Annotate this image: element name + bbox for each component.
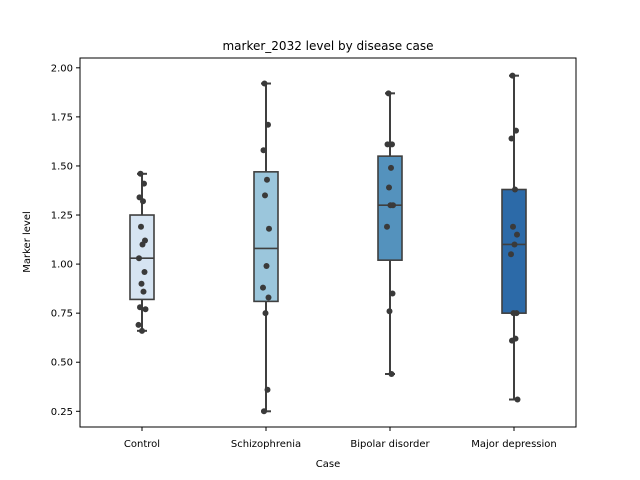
- data-point: [265, 121, 271, 128]
- y-tick-label: 1.50: [51, 161, 73, 172]
- data-point: [141, 180, 147, 187]
- y-tick-label: 1.00: [51, 260, 73, 271]
- box-iqr: [253, 171, 279, 303]
- data-point: [508, 251, 514, 258]
- y-tick-label: 1.75: [51, 112, 73, 123]
- box-iqr: [501, 188, 527, 314]
- x-tick-label: Bipolar disorder: [350, 439, 430, 450]
- y-tick-label: 0.50: [51, 358, 73, 369]
- data-point: [265, 294, 272, 301]
- data-point: [388, 371, 395, 378]
- data-point: [509, 72, 516, 79]
- data-point: [135, 321, 142, 328]
- y-tick-label: 2.00: [51, 63, 73, 74]
- data-point: [514, 396, 521, 403]
- data-point: [136, 194, 143, 201]
- x-tick-label: Schizophrenia: [231, 439, 301, 450]
- data-point: [138, 223, 144, 230]
- x-axis-title: Case: [316, 459, 340, 470]
- plot-area: 0.25 0.50 0.75 1.00 1.25 1.50 1.75 2.00 Control S…: [51, 57, 577, 450]
- data-point: [513, 127, 519, 134]
- data-point: [512, 186, 518, 193]
- data-point: [386, 308, 393, 315]
- data-point: [389, 141, 395, 148]
- data-point: [264, 386, 271, 393]
- chart-title: marker_2032 level by disease case: [222, 39, 433, 53]
- y-tick-label: 0.25: [51, 407, 73, 418]
- data-point: [508, 135, 515, 142]
- x-tick-label: Major depression: [471, 439, 557, 450]
- y-tick-label: 0.75: [51, 309, 73, 320]
- data-point: [389, 290, 396, 297]
- data-point: [511, 241, 518, 248]
- data-point: [510, 310, 517, 317]
- data-point: [266, 225, 272, 232]
- data-point: [264, 176, 270, 183]
- data-point: [137, 170, 144, 177]
- data-point: [261, 408, 267, 415]
- data-point: [260, 147, 267, 154]
- data-point: [261, 80, 268, 87]
- plot-frame: [79, 57, 577, 428]
- data-point: [137, 304, 143, 311]
- data-point: [262, 192, 268, 199]
- data-point: [138, 280, 145, 287]
- data-point: [386, 184, 392, 191]
- data-point: [384, 223, 390, 230]
- data-point: [140, 198, 146, 205]
- data-point: [141, 268, 148, 275]
- data-point: [387, 202, 394, 209]
- data-point: [139, 241, 146, 248]
- data-point: [142, 306, 149, 313]
- data-point: [384, 141, 391, 148]
- data-point: [263, 263, 270, 270]
- box-iqr: [377, 155, 403, 261]
- y-tick-label: 1.25: [51, 211, 73, 222]
- data-point: [260, 284, 266, 291]
- data-point: [136, 255, 142, 262]
- data-point: [514, 231, 520, 238]
- data-point: [509, 337, 515, 344]
- data-point: [510, 223, 516, 230]
- data-point: [385, 90, 392, 97]
- data-point: [139, 327, 145, 334]
- y-axis-title: Marker level: [22, 211, 33, 273]
- data-point: [388, 164, 394, 171]
- x-tick-label: Control: [124, 439, 160, 450]
- data-point: [140, 288, 147, 295]
- data-point: [262, 310, 269, 317]
